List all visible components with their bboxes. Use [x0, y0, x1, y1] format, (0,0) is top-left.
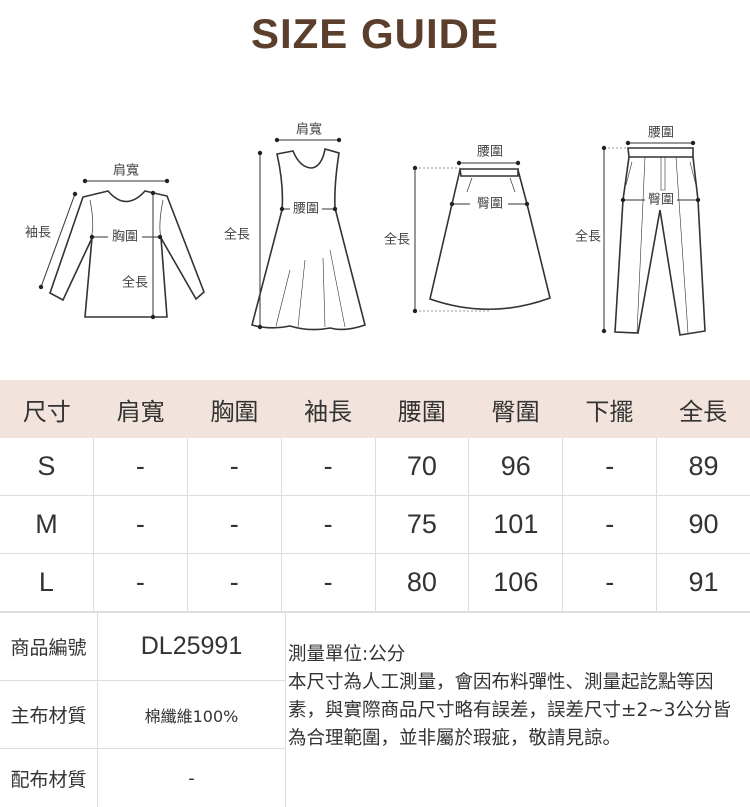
- table-cell: -: [282, 438, 376, 495]
- top-shoulder-label: 肩寬: [113, 163, 139, 179]
- column-header: 腰圍: [397, 397, 446, 426]
- disclaimer-text: 本尺寸為人工測量，會因布料彈性、測量起訖點等因素，與實際商品尺寸略有誤差，誤差尺…: [288, 672, 732, 749]
- unit-note: 測量單位:公分: [288, 644, 406, 665]
- table-cell: -: [563, 438, 658, 495]
- table-cell: -: [282, 554, 376, 611]
- size-cell: S: [0, 438, 94, 495]
- column-header: 尺寸: [22, 397, 71, 426]
- skirt-waist-label: 腰圍: [477, 145, 503, 160]
- product-code-label: 商品編號: [0, 613, 98, 681]
- garment-illustrations: 肩寬 袖長 胸圍 全長 肩寬 全長 腰圍 腰圍: [25, 122, 706, 336]
- main-material-label: 主布材質: [0, 681, 98, 749]
- table-cell: -: [188, 554, 282, 611]
- table-cell: 96: [469, 438, 564, 495]
- main-material-value: 棉纖維100%: [98, 681, 286, 749]
- skirt-illustration: 腰圍 臀圍 全長: [384, 145, 551, 314]
- table-cell: -: [282, 496, 376, 553]
- measurement-note: 測量單位:公分 本尺寸為人工測量，會因布料彈性、測量起訖點等因素，與實際商品尺寸…: [288, 641, 748, 753]
- skirt-length-label: 全長: [384, 232, 410, 248]
- pants-illustration: 腰圍 臀圍 全長: [575, 126, 706, 336]
- table-row: M - - -75 101-90: [0, 496, 750, 554]
- table-cell: -: [563, 554, 658, 611]
- table-cell: 75: [376, 496, 470, 553]
- page-title: SIZE GUIDE: [250, 10, 500, 57]
- table-row: S - - -70 96-89: [0, 438, 750, 496]
- dress-waist-label: 腰圍: [293, 202, 319, 217]
- column-header: 全長: [679, 397, 728, 426]
- table-cell: -: [94, 496, 188, 553]
- top-illustration: 肩寬 袖長 胸圍 全長: [25, 163, 205, 320]
- column-header: 下擺: [585, 397, 634, 426]
- table-cell: -: [563, 496, 658, 553]
- sub-material-value: -: [98, 749, 286, 807]
- table-cell: -: [188, 496, 282, 553]
- table-cell: 106: [469, 554, 564, 611]
- dress-length-label: 全長: [224, 227, 250, 243]
- table-cell: 101: [469, 496, 564, 553]
- column-header: 袖長: [304, 397, 353, 426]
- table-cell: 80: [376, 554, 470, 611]
- top-length-label: 全長: [122, 275, 148, 291]
- table-cell: 91: [688, 567, 719, 597]
- pants-length-label: 全長: [575, 229, 601, 245]
- top-chest-label: 胸圍: [112, 230, 138, 245]
- table-cell: -: [94, 554, 188, 611]
- column-header: 臀圍: [491, 397, 540, 426]
- table-row: L - - -80 106-91: [0, 554, 750, 612]
- table-cell: 70: [376, 438, 470, 495]
- size-table: 尺寸 肩寬 胸圍 袖長 腰圍 臀圍 下擺 全長 S - - -70 96-89 M - - -75 101-90…: [0, 380, 750, 612]
- dress-shoulder-label: 肩寬: [296, 122, 322, 138]
- size-table-header: 尺寸 肩寬 胸圍 袖長 腰圍 臀圍 下擺 全長: [0, 380, 750, 438]
- table-cell: 90: [688, 509, 719, 539]
- dress-illustration: 肩寬 全長 腰圍: [224, 122, 366, 331]
- table-cell: 89: [688, 451, 719, 481]
- column-header: 肩寬: [116, 397, 165, 426]
- product-info: 商品編號 DL25991 主布材質 棉纖維100% 配布材質 - 測量單位:公分…: [0, 612, 750, 807]
- skirt-hip-label: 臀圍: [477, 197, 503, 212]
- pants-hip-label: 臀圍: [648, 193, 674, 208]
- product-code-value: DL25991: [98, 613, 286, 681]
- table-cell: -: [188, 438, 282, 495]
- pants-waist-label: 腰圍: [648, 126, 674, 141]
- sub-material-label: 配布材質: [0, 749, 98, 807]
- table-cell: -: [94, 438, 188, 495]
- column-header: 胸圍: [210, 397, 259, 426]
- size-cell: L: [0, 554, 94, 611]
- top-sleeve-label: 袖長: [25, 226, 51, 241]
- size-cell: M: [0, 496, 94, 553]
